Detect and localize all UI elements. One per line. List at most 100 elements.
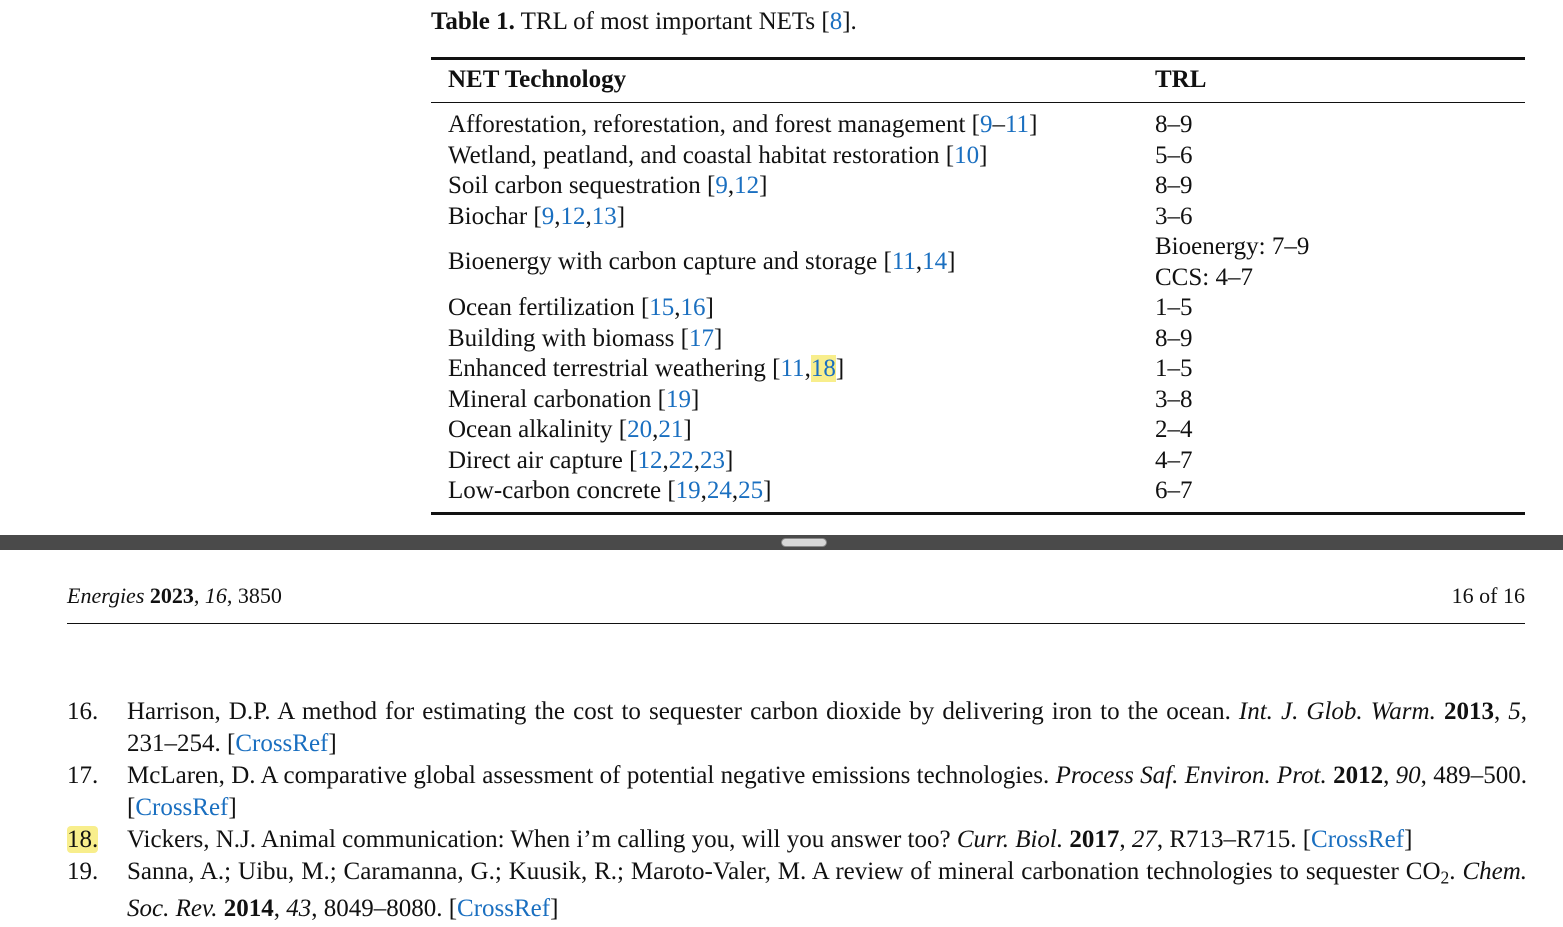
technology-cell: Low-carbon concrete [19,24,25] [448, 476, 1155, 507]
text-run: ] [550, 895, 559, 923]
top-pane: Table 1. TRL of most important NETs [8].… [431, 6, 1525, 515]
trl-line: CCS: 4–7 [1155, 263, 1253, 291]
trl-cell: Bioenergy: 7–9 CCS: 4–7 [1155, 232, 1309, 293]
citation-link[interactable]: 8 [829, 8, 843, 35]
text-run: , [652, 416, 659, 443]
technology-cell: Biochar [9,12,13] [448, 202, 1155, 233]
reference: 16. Harrison, D.P. A method for estimatin… [67, 696, 1527, 760]
trl-cell: 1–5 [1155, 293, 1193, 324]
citation-link[interactable]: 18 [810, 355, 836, 382]
text-run: 2013 [1443, 698, 1494, 725]
table-caption: Table 1. TRL of most important NETs [8]. [431, 6, 857, 38]
citation-link[interactable]: 11 [780, 355, 805, 382]
trl-line: 8–9 [1155, 172, 1193, 199]
text-run: 2014 [223, 895, 274, 923]
text-run: Enhanced terrestrial weathering [ [448, 355, 781, 382]
table-row: Ocean fertilization [15,16] 1–5 [448, 293, 1524, 324]
divider-handle[interactable] [781, 538, 827, 547]
citation-link[interactable]: 15 [649, 294, 675, 321]
citation-link[interactable]: 9 [541, 202, 555, 230]
page-number: 16 of 16 [1451, 583, 1525, 608]
citation-link[interactable]: 14 [922, 248, 948, 276]
citation-link[interactable]: CrossRef [457, 895, 551, 923]
citation-link[interactable]: 12 [637, 446, 663, 474]
text-run: , [554, 202, 561, 230]
trl-line: 3–8 [1155, 385, 1193, 413]
text-run: ] [835, 355, 845, 382]
text-run: ] [1029, 111, 1038, 138]
reference-number-text: 19. [67, 858, 99, 885]
citation-link[interactable]: 17 [688, 324, 714, 352]
text-run: Soil carbon sequestration [ [448, 172, 716, 199]
trl-line: Bioenergy: 7–9 [1155, 233, 1310, 260]
technology-cell: Enhanced terrestrial weathering [11,18] [448, 354, 1155, 385]
text-run: , [674, 294, 681, 321]
citation-link[interactable]: 11 [891, 248, 916, 276]
text-run: Ocean fertilization [ [448, 294, 650, 321]
text-run: 2023 [149, 583, 194, 608]
text-run: Process Saf. Environ. Prot. [1055, 762, 1327, 789]
citation-link[interactable]: 16 [680, 294, 706, 321]
reference-number-text: 17. [67, 762, 99, 789]
text-run: McLaren, D. A comparative global assessm… [127, 762, 1056, 789]
text-run: ] [979, 141, 988, 169]
text-run: ] [759, 172, 768, 199]
text-run: Wetland, peatland, and coastal habitat r… [448, 141, 955, 169]
citation-link[interactable]: 20 [627, 416, 653, 443]
header-rule [67, 623, 1525, 624]
citation-link[interactable]: 19 [675, 477, 701, 504]
text-run: 5 [1508, 698, 1521, 725]
text-run [1436, 698, 1444, 725]
text-run: ] [763, 477, 772, 504]
table-rule [431, 512, 1525, 515]
technology-cell: Mineral carbonation [19] [448, 385, 1155, 416]
citation-link[interactable]: 22 [668, 446, 694, 474]
citation-link[interactable]: 12 [560, 202, 586, 230]
reference-number: 16. [67, 696, 127, 760]
citation-link[interactable]: 19 [665, 385, 691, 413]
trl-cell: 6–7 [1155, 476, 1193, 507]
citation-link[interactable]: 9 [715, 172, 728, 199]
text-run: 2017 [1069, 826, 1120, 853]
citation-link[interactable]: 10 [954, 141, 980, 169]
text-run: Biochar [ [448, 202, 542, 230]
trl-cell: 3–8 [1155, 385, 1193, 416]
table-rule [431, 102, 1525, 103]
text-run: 27 [1131, 826, 1157, 853]
table-row: Wetland, peatland, and coastal habitat r… [448, 141, 1524, 172]
citation-link[interactable]: CrossRef [235, 730, 329, 757]
trl-cell: 3–6 [1155, 202, 1193, 233]
citation-link[interactable]: 24 [706, 477, 732, 504]
technology-cell: Bioenergy with carbon capture and storag… [448, 247, 1155, 278]
trl-cell: 4–7 [1155, 446, 1193, 477]
citation-link[interactable]: 12 [734, 172, 760, 199]
technology-cell: Ocean fertilization [15,16] [448, 293, 1155, 324]
trl-line: 1–5 [1155, 355, 1193, 382]
citation-link[interactable]: 25 [738, 477, 764, 504]
citation-link[interactable]: CrossRef [1311, 826, 1405, 853]
text-run: , [693, 446, 700, 474]
citation-link[interactable]: 23 [699, 446, 725, 474]
text-run: Low-carbon concrete [ [448, 477, 676, 504]
text-run: – [992, 111, 1005, 138]
split-divider[interactable] [0, 535, 1563, 550]
text-run: Vickers, N.J. Animal communication: When… [127, 826, 957, 853]
citation-link[interactable]: 13 [591, 202, 617, 230]
citation-link[interactable]: 21 [658, 416, 684, 443]
table-body: Afforestation, reforestation, and forest… [448, 110, 1524, 507]
text-run: , [700, 477, 707, 504]
text-run: ] [328, 730, 337, 757]
citation-link[interactable]: CrossRef [135, 794, 229, 821]
citation-link[interactable]: 11 [1004, 111, 1030, 138]
trl-line: 5–6 [1155, 141, 1193, 169]
technology-cell: Afforestation, reforestation, and forest… [448, 110, 1155, 141]
text-run: , [585, 202, 592, 230]
trl-line: 6–7 [1155, 477, 1193, 504]
trl-line: 2–4 [1155, 416, 1193, 443]
text-run: ] [705, 294, 714, 321]
citation-link[interactable]: 9 [979, 111, 993, 138]
text-run: Direct air capture [ [448, 446, 638, 474]
technology-cell: Ocean alkalinity [20,21] [448, 415, 1155, 446]
trl-line: 1–5 [1155, 294, 1193, 321]
